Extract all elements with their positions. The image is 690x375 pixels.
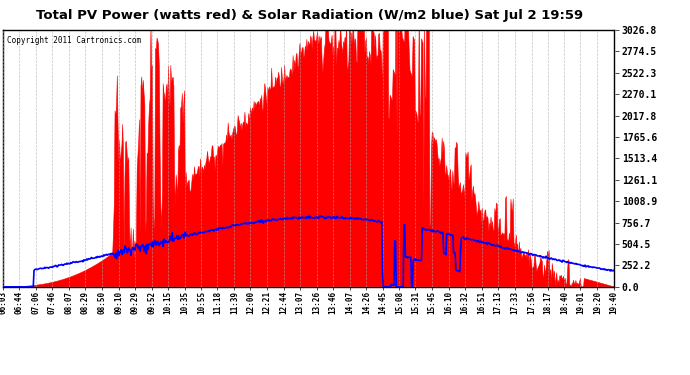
Text: Total PV Power (watts red) & Solar Radiation (W/m2 blue) Sat Jul 2 19:59: Total PV Power (watts red) & Solar Radia…	[36, 9, 582, 22]
Text: Copyright 2011 Cartronics.com: Copyright 2011 Cartronics.com	[6, 36, 141, 45]
